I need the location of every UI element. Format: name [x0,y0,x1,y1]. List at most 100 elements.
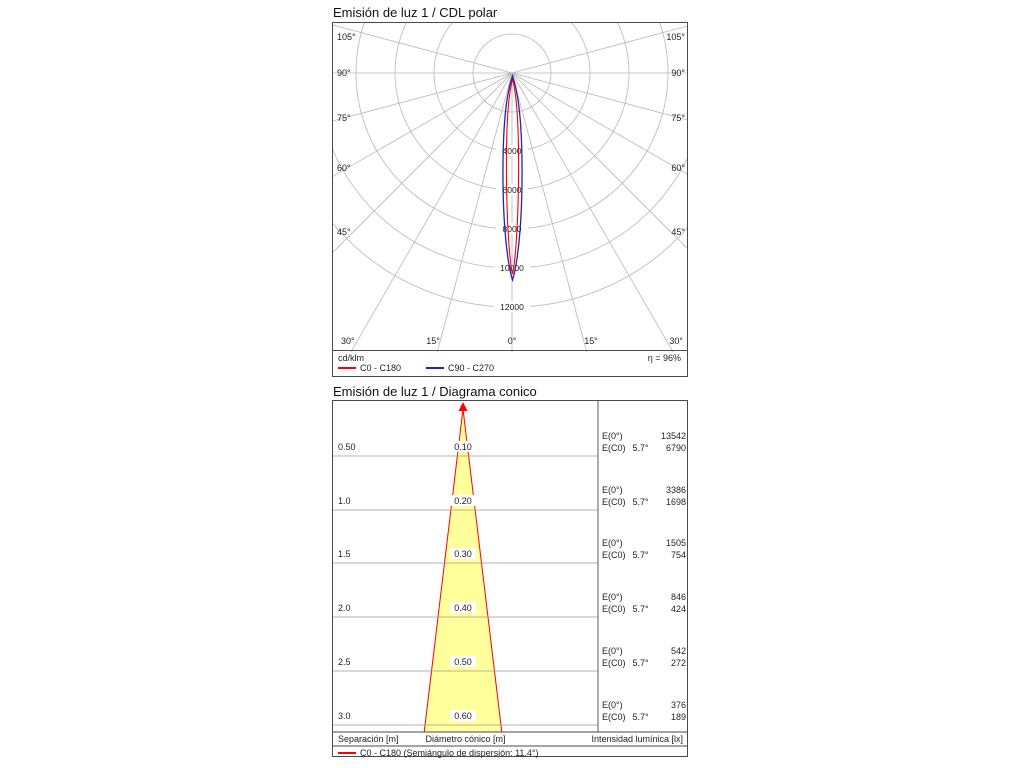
ring-label-mask [496,184,528,195]
footer-separation-label: Separación [m] [338,734,399,744]
separation-label-4: 2.5 [338,657,351,667]
cone-legend: C0 - C180 (Semiángulo de dispersión: 11.… [338,748,539,758]
cone-legend-swatch [338,752,356,754]
ec0-label: E(C0) [602,604,626,614]
ec0-value: 1698 [665,497,686,507]
ec0-label: E(C0) [602,497,626,507]
ring-label-mask [496,145,528,156]
diameter-label-mask [450,602,476,613]
angle-label-left-30: 30° [341,336,355,346]
e-values-row: E(0°) 13542 E(C0) 5.7° 6790 [602,430,686,454]
polar-legend-item-c90: C90 - C270 [426,363,494,373]
half-angle-value: 5.7° [632,443,649,453]
ec0-value: 424 [670,604,686,614]
c90-line-swatch [426,367,444,369]
diameter-label-mask [450,656,476,667]
diameter-label-0: 0.10 [454,442,472,452]
ring-label-mask [496,223,528,234]
e-values-row: E(0°) 846 E(C0) 5.7° 424 [602,591,686,615]
diameter-label-1: 0.20 [454,496,472,506]
diameter-label-5: 0.60 [454,711,472,721]
diameter-label-mask [450,495,476,506]
diameter-label-2: 0.30 [454,549,472,559]
angle-label-left-105: 105° [337,32,356,42]
e0-label: E(0°) [602,431,623,441]
separation-labels: 0.50 1.0 1.5 2.0 2.5 3.0 [338,442,356,721]
e0-value: 846 [670,592,686,602]
diameter-label-3: 0.40 [454,603,472,613]
separation-label-1: 1.0 [338,496,351,506]
polar-chart: 4000 6000 8000 10000 12000 105° 90° 75° … [112,0,912,473]
e0-label: E(0°) [602,538,623,548]
ec0-label: E(C0) [602,550,626,560]
ec0-value: 754 [670,550,686,560]
cone-frame-lines [333,401,687,747]
half-angle-value: 5.7° [632,550,649,560]
ring-label-10000: 10000 [500,263,524,273]
diameter-label-mask [450,710,476,721]
angle-label-right-75: 75° [671,113,685,123]
separation-label-0: 0.50 [338,442,356,452]
polar-angle-labels: 105° 90° 75° 60° 45° 30° 105° 90° 75° 60… [337,32,685,346]
diameter-labels: 0.10 0.20 0.30 0.40 0.50 0.60 [450,441,476,721]
polar-legend-item-c0: C0 - C180 [338,363,401,373]
polar-title: Emisión de luz 1 / CDL polar [333,5,498,20]
angle-label-bottom-15l: 15° [426,336,440,346]
ec0-value: 6790 [665,443,686,453]
e-values-row: E(0°) 1505 E(C0) 5.7° 754 [602,537,686,561]
ec0-label: E(C0) [602,443,626,453]
light-cone-shape [423,408,503,733]
beam-curve-c90-c270 [502,74,523,283]
angle-label-left-90: 90° [337,68,351,78]
angle-label-left-75: 75° [337,113,351,123]
half-angle-value: 5.7° [632,658,649,668]
e-values-row: E(0°) 3386 E(C0) 5.7° 1698 [602,484,686,508]
diameter-label-mask [450,441,476,452]
e0-value: 1505 [665,538,686,548]
cone-apex-arrow-icon [458,402,468,411]
separation-label-5: 3.0 [338,711,351,721]
ring-label-mask [494,301,530,312]
separation-label-2: 1.5 [338,549,351,559]
diameter-label-4: 0.50 [454,657,472,667]
diameter-label-mask [450,548,476,559]
e0-value: 542 [670,646,686,656]
ec0-label: E(C0) [602,658,626,668]
polar-legend-label-c90: C90 - C270 [448,363,495,373]
cone-chart: 0.50 1.0 1.5 2.0 2.5 3.0 0.10 0.20 0.30 … [333,401,687,747]
angle-label-left-45: 45° [337,227,351,237]
cone-gridlines [333,455,598,726]
e0-label: E(0°) [602,485,623,495]
cone-legend-label: C0 - C180 (Semiángulo de dispersión: 11.… [360,748,539,758]
ring-label-mask [494,262,530,273]
e0-value: 376 [670,700,686,710]
ring-label-6000: 6000 [503,185,522,195]
ring-label-4000: 4000 [503,146,522,156]
polar-legend: cd/klm η = 96% C0 - C180 C90 - C270 [333,350,687,376]
half-angle-value: 5.7° [632,604,649,614]
ec0-label: E(C0) [602,712,626,722]
ec0-value: 272 [670,658,686,668]
separation-label-3: 2.0 [338,603,351,613]
e0-label: E(0°) [602,646,623,656]
e0-value: 3386 [665,485,686,495]
polar-legend-label-c0: C0 - C180 [360,363,402,373]
ec0-value: 189 [670,712,686,722]
e-values-row: E(0°) 542 E(C0) 5.7° 272 [602,645,686,669]
footer-intensity-label: Intensidad lumínica [lx] [591,734,683,744]
half-angle-value: 5.7° [632,712,649,722]
angle-label-right-45: 45° [671,227,685,237]
angle-label-bottom-0: 0° [508,336,517,346]
angle-label-right-60: 60° [671,163,685,173]
e0-label: E(0°) [602,700,623,710]
polar-efficiency-label: η = 96% [647,353,681,363]
ring-label-8000: 8000 [503,224,522,234]
cone-chart-panel: 0.50 1.0 1.5 2.0 2.5 3.0 0.10 0.20 0.30 … [332,400,688,758]
ring-label-12000: 12000 [500,302,524,312]
beam-curve-c0-c180 [505,76,520,275]
e0-value: 13542 [660,431,686,441]
angle-label-right-90: 90° [671,68,685,78]
angle-label-bottom-15r: 15° [584,336,598,346]
half-angle-value: 5.7° [632,497,649,507]
